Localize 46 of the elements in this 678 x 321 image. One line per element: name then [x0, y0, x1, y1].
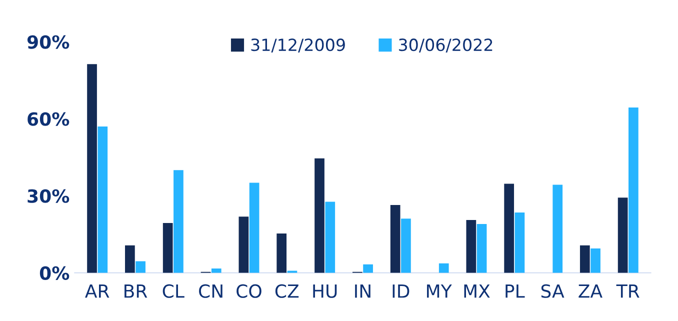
x-tick-label: IN — [355, 284, 370, 298]
bar — [590, 248, 600, 273]
bar — [211, 268, 222, 273]
bar — [628, 107, 638, 273]
x-tick-label: ID — [392, 284, 410, 298]
x-tick-label: CN — [199, 284, 222, 298]
bar — [618, 198, 628, 273]
bar — [125, 245, 135, 273]
x-tick-label: MX — [464, 284, 490, 298]
bar — [162, 223, 173, 273]
bar — [363, 264, 373, 273]
bar — [98, 126, 108, 273]
legend-label: 31/12/2009 — [251, 38, 345, 52]
bar — [514, 212, 525, 273]
x-tick-label: AR — [85, 284, 110, 298]
y-tick-label: 90% — [27, 35, 70, 49]
y-tick-label: 60% — [28, 112, 70, 126]
x-tick-label: CZ — [275, 284, 299, 298]
bar — [580, 245, 590, 273]
y-tick-label: 0% — [40, 266, 70, 280]
x-tick-label: PL — [506, 284, 525, 298]
x-tick-label: BR — [124, 284, 148, 298]
bar — [314, 158, 324, 273]
x-tick-label: TR — [616, 284, 640, 298]
y-tick-label: 30% — [28, 189, 70, 203]
bar — [552, 184, 563, 273]
bar — [476, 224, 487, 273]
bar — [390, 205, 400, 273]
bar — [249, 182, 260, 273]
bar — [466, 220, 476, 273]
x-tick-label: SA — [541, 284, 564, 298]
bar — [87, 64, 97, 273]
bar — [401, 218, 411, 273]
x-tick-label: HU — [313, 284, 337, 298]
bar — [174, 170, 184, 273]
legend-label: 30/06/2022 — [399, 38, 492, 52]
bar — [438, 263, 449, 273]
bar — [276, 234, 287, 273]
bar — [136, 261, 146, 273]
bar — [504, 184, 514, 273]
bar — [325, 202, 336, 273]
x-tick-label: ZA — [578, 284, 602, 298]
bar — [238, 216, 249, 273]
x-tick-label: MY — [427, 284, 452, 298]
x-tick-label: CL — [162, 284, 184, 298]
x-tick-label: CO — [236, 284, 262, 298]
